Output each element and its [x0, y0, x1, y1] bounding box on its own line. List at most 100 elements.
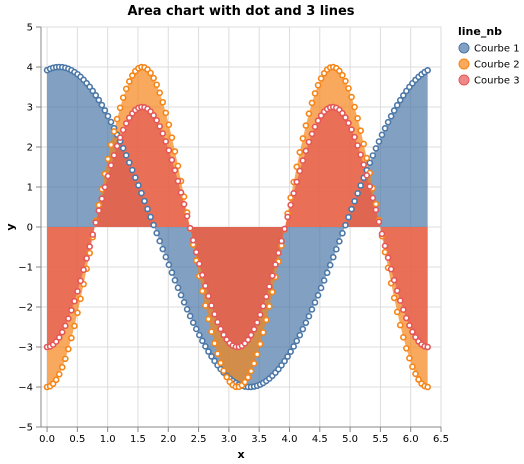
- data-point: [287, 201, 294, 209]
- data-point: [110, 128, 118, 135]
- data-point: [281, 225, 288, 233]
- data-point: [415, 376, 422, 383]
- y-tick-label: −1: [18, 263, 33, 274]
- data-point: [348, 93, 355, 101]
- data-point: [345, 213, 352, 221]
- data-point: [101, 107, 109, 114]
- data-point: [253, 351, 261, 358]
- data-point: [180, 298, 188, 306]
- data-point: [89, 231, 97, 238]
- data-point: [372, 200, 380, 208]
- data-point: [202, 302, 209, 309]
- data-point: [390, 107, 398, 114]
- data-point: [250, 360, 258, 367]
- data-point: [107, 141, 115, 149]
- legend: line_nb Courbe 1 Courbe 2 Courbe 3: [458, 25, 520, 87]
- data-point: [272, 261, 279, 268]
- data-point: [135, 182, 142, 189]
- data-point: [171, 148, 179, 155]
- data-point: [107, 162, 115, 169]
- data-point: [302, 122, 310, 129]
- data-point: [196, 331, 203, 339]
- data-point: [205, 348, 212, 355]
- data-point: [241, 378, 249, 386]
- data-point: [390, 276, 398, 284]
- data-point: [196, 260, 203, 268]
- data-point: [363, 172, 371, 179]
- y-tick-label: 3: [27, 103, 33, 114]
- data-point: [393, 308, 401, 316]
- data-point: [168, 134, 176, 141]
- data-point: [339, 109, 346, 117]
- data-point: [89, 87, 97, 95]
- data-point: [262, 293, 270, 300]
- data-point: [86, 243, 93, 250]
- data-point: [199, 287, 206, 295]
- data-point: [165, 147, 173, 154]
- data-point: [104, 172, 112, 180]
- data-point: [98, 195, 106, 203]
- data-point: [378, 230, 386, 238]
- data-point: [396, 96, 404, 104]
- data-point: [302, 147, 310, 155]
- data-point: [278, 361, 285, 369]
- data-point: [141, 197, 148, 205]
- area-layer: [47, 67, 428, 387]
- data-point: [125, 159, 133, 166]
- data-point: [189, 319, 197, 326]
- data-point: [293, 337, 301, 345]
- data-point: [396, 321, 404, 329]
- data-point: [65, 315, 72, 322]
- data-point: [323, 269, 331, 277]
- data-point: [168, 156, 176, 164]
- x-tick-label: 6.5: [433, 434, 449, 445]
- data-point: [247, 331, 255, 339]
- data-point: [62, 322, 69, 330]
- data-point: [214, 318, 221, 326]
- y-tick-label: 4: [27, 63, 33, 74]
- x-tick-label: 2.0: [160, 434, 176, 445]
- data-point: [104, 155, 112, 163]
- y-tick-label: 5: [27, 23, 33, 34]
- data-point: [354, 142, 361, 149]
- x-tick-label: 3.0: [221, 434, 237, 445]
- data-point: [360, 140, 368, 148]
- data-point: [217, 325, 224, 333]
- data-point: [253, 319, 261, 326]
- data-point: [266, 283, 273, 290]
- data-point: [208, 328, 215, 336]
- data-point: [86, 249, 93, 257]
- data-point: [269, 272, 276, 280]
- data-point: [192, 248, 200, 256]
- data-point: [74, 309, 81, 317]
- data-point: [77, 295, 84, 303]
- data-point: [302, 319, 310, 327]
- data-point: [153, 81, 160, 89]
- data-point: [95, 96, 103, 104]
- data-point: [354, 115, 361, 122]
- chart-title: Area chart with dot and 3 lines: [127, 4, 354, 19]
- data-point: [247, 367, 255, 375]
- data-point: [262, 316, 270, 324]
- data-point: [366, 183, 374, 190]
- data-point: [129, 166, 136, 174]
- data-point: [351, 133, 358, 141]
- x-tick-label: 0.5: [69, 434, 85, 445]
- legend-symbol: [458, 42, 470, 54]
- y-axis-title: y: [4, 223, 17, 230]
- data-point: [71, 297, 78, 305]
- data-point: [71, 322, 78, 330]
- data-point: [314, 81, 322, 89]
- data-point: [205, 315, 212, 323]
- data-point: [406, 322, 413, 329]
- data-point: [329, 253, 337, 261]
- data-point: [314, 291, 322, 299]
- data-point: [381, 242, 389, 250]
- y-tick-label: −2: [18, 303, 33, 314]
- data-point: [86, 83, 93, 91]
- data-point: [384, 254, 392, 261]
- data-point: [62, 355, 69, 363]
- data-point: [314, 117, 322, 124]
- x-tick-label: 5.5: [372, 434, 388, 445]
